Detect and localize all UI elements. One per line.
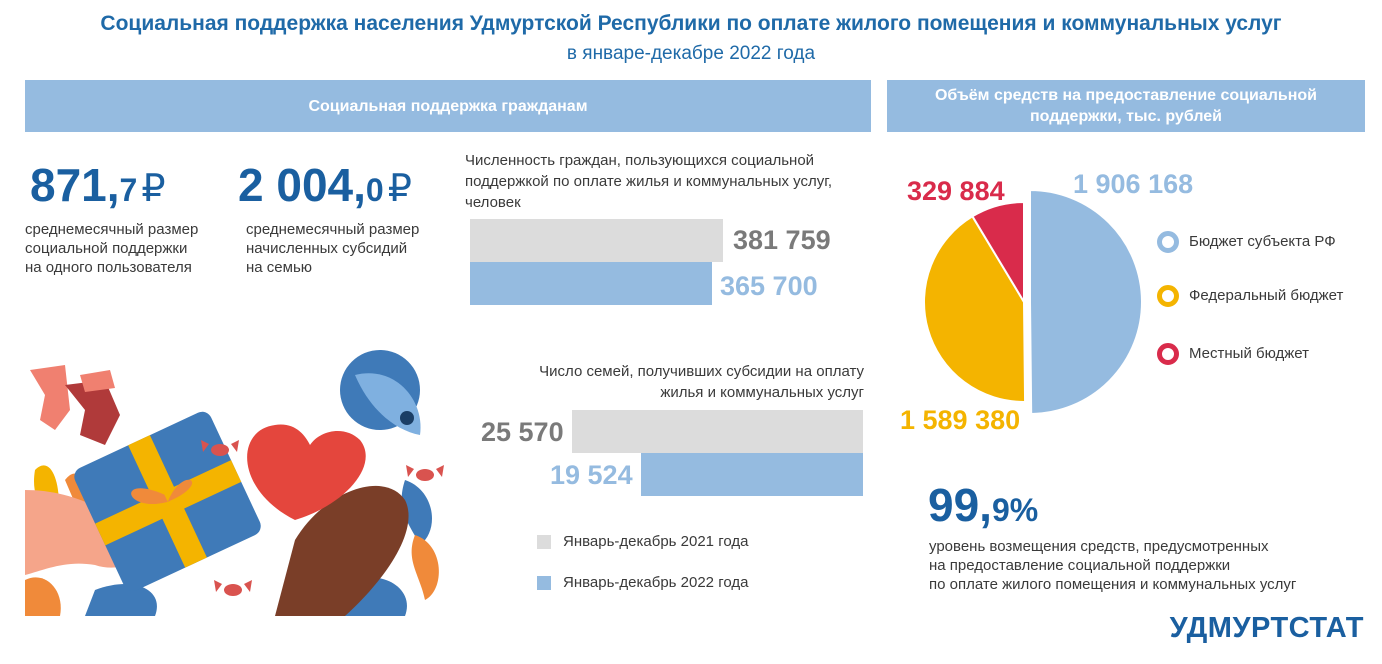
gifts-illustration — [25, 350, 444, 616]
families-bar-2022 — [641, 453, 863, 496]
avg-subsidy-desc-line2: начисленных субсидий — [246, 240, 408, 257]
avg-subsidy-value: 2 004,0 ₽ — [238, 158, 412, 212]
reimbursement-int: 99, — [928, 479, 992, 531]
avg-support-desc-line2: социальной поддержки — [25, 240, 188, 257]
reimbursement-desc-line1: уровень возмещения средств, предусмотрен… — [929, 538, 1269, 555]
families-chart-title-line2: жилья и коммунальных услуг — [660, 384, 864, 401]
legend-label-2022: Январь-декабрь 2022 года — [563, 574, 749, 591]
section-header-support: Социальная поддержка гражданам — [25, 80, 871, 132]
pie-label-federal: 1 589 380 — [900, 405, 1021, 435]
reimbursement-dec: 9% — [991, 492, 1039, 528]
avg-subsidy-desc: среднемесячный размер начисленных субсид… — [246, 220, 419, 277]
legend-swatch-2022 — [537, 576, 551, 590]
avg-subsidy-dec: 0 — [365, 172, 384, 208]
legend-ring-regional — [1157, 231, 1179, 253]
page-title: Социальная поддержка населения Удмуртско… — [100, 12, 1282, 35]
legend-ring-federal — [1157, 285, 1179, 307]
families-value-2021: 25 570 — [481, 417, 564, 447]
avg-support-desc: среднемесячный размер социальной поддерж… — [25, 220, 198, 277]
reimbursement-desc-line2: на предоставление социальной поддержки — [929, 557, 1231, 574]
ruble-sign: ₽ — [141, 168, 166, 210]
citizens-bar-2021 — [470, 219, 723, 262]
pie-slice-regional — [1029, 188, 1144, 416]
citizens-value-2022: 365 700 — [720, 271, 818, 301]
pie-label-local: 329 884 — [907, 176, 1005, 206]
reimbursement-value: 99,9% — [928, 478, 1038, 532]
citizens-chart-title: Численность граждан, пользующихся социал… — [465, 150, 832, 213]
udmurtstat-logo: УДМУРТСТАТ — [1169, 612, 1364, 644]
avg-subsidy-desc-line3: на семью — [246, 259, 313, 276]
legend-label-local: Местный бюджет — [1189, 345, 1309, 362]
citizens-chart-title-line3: человек — [465, 194, 521, 211]
section-header-funds: Объём средств на предоставление социальн… — [887, 80, 1365, 132]
reimbursement-desc-line3: по оплате жилого помещения и коммунальны… — [929, 576, 1297, 593]
citizens-value-2021: 381 759 — [733, 225, 831, 255]
citizens-chart-title-line1: Численность граждан, пользующихся социал… — [465, 152, 815, 169]
avg-support-desc-line1: среднемесячный размер — [25, 221, 199, 238]
legend-label-regional: Бюджет субъекта РФ — [1189, 233, 1336, 250]
families-bar-2021 — [572, 410, 863, 453]
legend-swatch-2021 — [537, 535, 551, 549]
ruble-sign: ₽ — [387, 168, 412, 210]
families-chart-title: Число семей, получивших субсидии на опла… — [440, 361, 864, 403]
reimbursement-desc: уровень возмещения средств, предусмотрен… — [929, 537, 1296, 594]
pie-label-regional: 1 906 168 — [1073, 169, 1194, 199]
section-header-support-label: Социальная поддержка гражданам — [308, 97, 588, 115]
funding-pie-chart — [924, 188, 1144, 416]
legend-label-2021: Январь-декабрь 2021 года — [563, 533, 749, 550]
legend-ring-local — [1157, 343, 1179, 365]
avg-support-int: 871, — [30, 159, 120, 211]
citizens-bar-2022 — [470, 262, 712, 305]
section-header-funds-line2: поддержки, тыс. рублей — [1030, 108, 1222, 125]
page-subtitle: в январе-декабре 2022 года — [566, 43, 816, 64]
section-header-funds-line1: Объём средств на предоставление социальн… — [934, 87, 1318, 104]
avg-subsidy-desc-line1: среднемесячный размер — [246, 221, 420, 238]
citizens-chart-title-line2: поддержкой по оплате жилья и коммунальны… — [465, 173, 833, 190]
avg-support-dec: 7 — [119, 172, 138, 208]
legend-label-federal: Федеральный бюджет — [1189, 287, 1344, 304]
pie-slice-local — [971, 200, 1025, 306]
families-chart-title-line1: Число семей, получивших субсидии на опла… — [539, 363, 864, 380]
avg-subsidy-int: 2 004, — [238, 159, 366, 211]
avg-support-desc-line3: на одного пользователя — [25, 259, 192, 276]
families-value-2022: 19 524 — [550, 460, 633, 490]
avg-support-value: 871,7 ₽ — [30, 158, 166, 212]
